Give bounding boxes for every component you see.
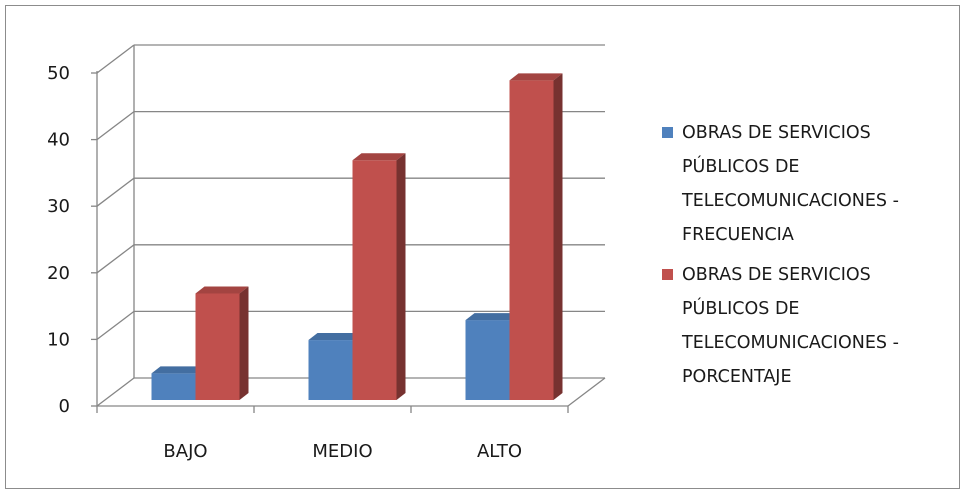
x-tick-label: BAJO — [163, 441, 207, 462]
bar-top — [308, 333, 362, 341]
x-tick-label: MEDIO — [312, 441, 372, 462]
chart-area — [5, 5, 960, 489]
bar-top — [465, 313, 519, 321]
gridline-depth — [96, 244, 135, 274]
gridline-depth — [96, 177, 135, 207]
bar — [195, 293, 240, 400]
legend-swatch — [662, 127, 673, 138]
bar-top — [195, 286, 249, 294]
bar-side — [396, 153, 406, 400]
bar-top — [151, 366, 205, 374]
legend-label: TELECOMUNICACIONES - — [681, 333, 899, 353]
bar — [308, 340, 353, 400]
y-tick-label: 10 — [47, 329, 70, 350]
bar — [465, 320, 510, 400]
y-tick-label: 30 — [47, 196, 70, 217]
legend-label: PÚBLICOS DE — [682, 297, 799, 319]
y-tick-label: 40 — [47, 130, 70, 151]
floor-edge — [567, 377, 606, 407]
bar-top — [509, 73, 563, 81]
y-tick-label: 20 — [47, 263, 70, 284]
bar-top — [352, 153, 406, 161]
legend-label: FRECUENCIA — [682, 225, 794, 245]
gridline-depth — [96, 111, 135, 141]
x-tick-label: ALTO — [477, 441, 522, 462]
bar-side — [553, 73, 563, 400]
gridline-depth — [96, 377, 135, 407]
legend-swatch — [662, 269, 673, 280]
bar — [352, 160, 397, 400]
legend-label: PORCENTAJE — [682, 367, 792, 387]
legend-label: OBRAS DE SERVICIOS — [682, 265, 871, 285]
y-tick-label: 50 — [47, 63, 70, 84]
bar — [509, 80, 554, 400]
legend-label: TELECOMUNICACIONES - — [681, 191, 899, 211]
gridline-depth — [96, 44, 135, 74]
bar — [151, 373, 196, 400]
bar-side — [239, 286, 249, 400]
legend-label: OBRAS DE SERVICIOS — [682, 123, 871, 143]
legend-label: PÚBLICOS DE — [682, 155, 799, 177]
y-tick-label: 0 — [59, 396, 70, 417]
gridline-depth — [96, 310, 135, 340]
